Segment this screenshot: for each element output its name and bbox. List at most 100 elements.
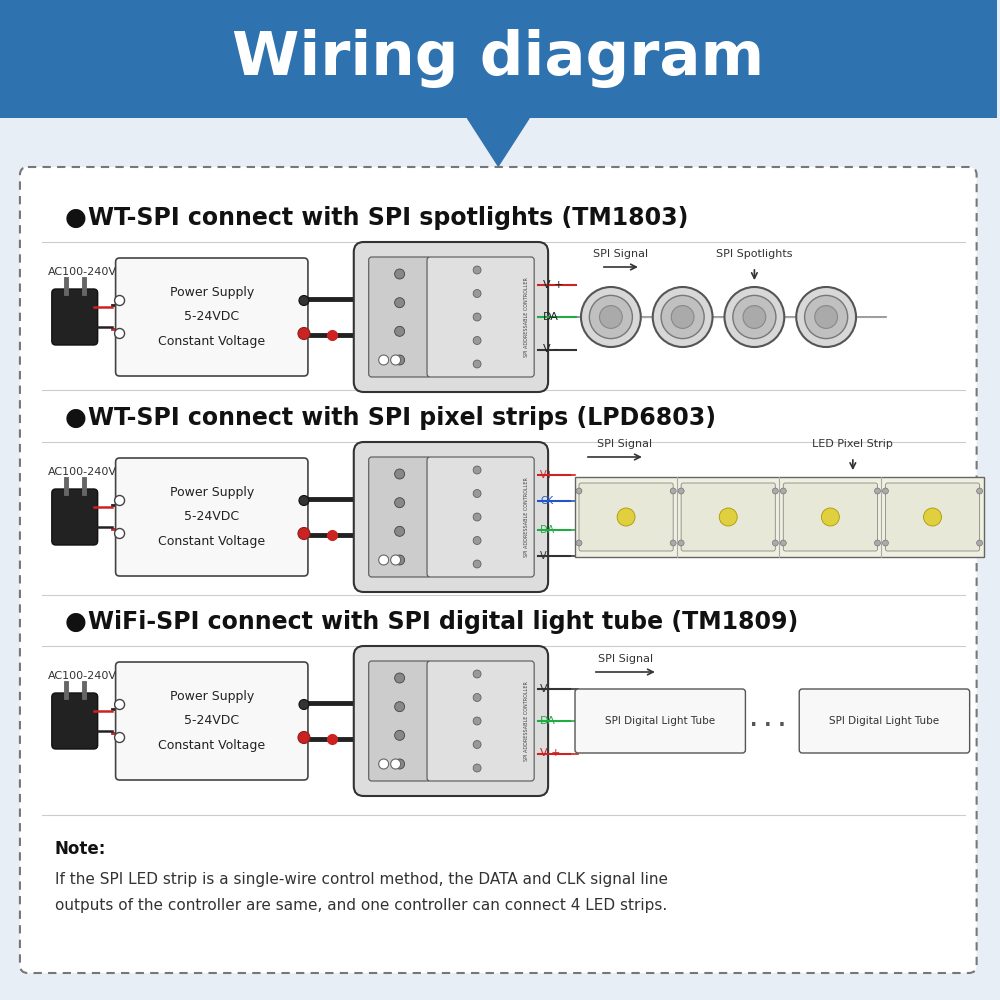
Circle shape xyxy=(780,488,786,494)
Circle shape xyxy=(473,336,481,344)
Text: DA: DA xyxy=(540,716,556,726)
Circle shape xyxy=(600,306,622,328)
Text: Wiring diagram: Wiring diagram xyxy=(232,29,764,89)
Circle shape xyxy=(724,287,784,347)
Circle shape xyxy=(395,673,405,683)
Circle shape xyxy=(298,528,310,540)
Text: If the SPI LED strip is a single-wire control method, the DATA and CLK signal li: If the SPI LED strip is a single-wire co… xyxy=(55,872,668,887)
FancyBboxPatch shape xyxy=(575,689,745,753)
Circle shape xyxy=(473,466,481,474)
FancyBboxPatch shape xyxy=(369,661,431,781)
Circle shape xyxy=(115,328,125,338)
Circle shape xyxy=(473,290,481,298)
Circle shape xyxy=(473,360,481,368)
Circle shape xyxy=(395,298,405,308)
Circle shape xyxy=(772,488,778,494)
Circle shape xyxy=(115,495,125,506)
Circle shape xyxy=(882,488,888,494)
FancyBboxPatch shape xyxy=(354,646,548,796)
Circle shape xyxy=(391,355,401,365)
Circle shape xyxy=(395,730,405,740)
Circle shape xyxy=(379,759,389,769)
FancyBboxPatch shape xyxy=(52,693,98,749)
Circle shape xyxy=(395,555,405,565)
Bar xyxy=(575,477,984,557)
Text: SPI ADDRESSABLE CONTROLLER: SPI ADDRESSABLE CONTROLLER xyxy=(524,477,529,557)
Text: SPI Signal: SPI Signal xyxy=(593,249,648,259)
Text: 5-24VDC: 5-24VDC xyxy=(184,714,239,728)
Circle shape xyxy=(678,540,684,546)
Text: V-: V- xyxy=(540,551,550,561)
Text: AC100-240V: AC100-240V xyxy=(48,467,117,477)
FancyBboxPatch shape xyxy=(885,483,980,551)
FancyBboxPatch shape xyxy=(116,458,308,576)
Circle shape xyxy=(805,295,848,339)
Circle shape xyxy=(473,740,481,748)
Text: ●: ● xyxy=(65,610,87,634)
Text: ●: ● xyxy=(65,206,87,230)
Circle shape xyxy=(391,555,401,565)
Circle shape xyxy=(473,513,481,521)
Circle shape xyxy=(743,306,766,328)
Circle shape xyxy=(299,495,309,506)
Circle shape xyxy=(678,488,684,494)
Circle shape xyxy=(780,540,786,546)
Text: AC100-240V: AC100-240V xyxy=(48,671,117,681)
FancyBboxPatch shape xyxy=(116,258,308,376)
Circle shape xyxy=(719,508,737,526)
Text: 5-24VDC: 5-24VDC xyxy=(184,310,239,324)
Text: SPI Signal: SPI Signal xyxy=(597,439,652,449)
Circle shape xyxy=(473,560,481,568)
Circle shape xyxy=(733,295,776,339)
Text: SPI ADDRESSABLE CONTROLLER: SPI ADDRESSABLE CONTROLLER xyxy=(524,681,529,761)
Polygon shape xyxy=(467,118,529,166)
FancyBboxPatch shape xyxy=(799,689,970,753)
Circle shape xyxy=(379,555,389,565)
Circle shape xyxy=(298,328,310,340)
Text: Power Supply: Power Supply xyxy=(170,286,254,299)
Circle shape xyxy=(115,528,125,538)
Circle shape xyxy=(670,540,676,546)
Text: SPI Digital Light Tube: SPI Digital Light Tube xyxy=(829,716,940,726)
Circle shape xyxy=(670,488,676,494)
FancyBboxPatch shape xyxy=(427,661,534,781)
FancyBboxPatch shape xyxy=(681,483,775,551)
Text: SPI ADDRESSABLE CONTROLLER: SPI ADDRESSABLE CONTROLLER xyxy=(524,277,529,357)
Circle shape xyxy=(589,295,632,339)
Circle shape xyxy=(395,469,405,479)
Circle shape xyxy=(617,508,635,526)
FancyBboxPatch shape xyxy=(116,662,308,780)
Text: WT-SPI connect with SPI pixel strips (LPD6803): WT-SPI connect with SPI pixel strips (LP… xyxy=(88,406,716,430)
Circle shape xyxy=(473,764,481,772)
Circle shape xyxy=(473,694,481,702)
FancyBboxPatch shape xyxy=(354,242,548,392)
FancyBboxPatch shape xyxy=(354,442,548,592)
Circle shape xyxy=(874,488,880,494)
FancyBboxPatch shape xyxy=(369,257,431,377)
FancyBboxPatch shape xyxy=(427,257,534,377)
Text: V +: V + xyxy=(540,748,561,758)
Circle shape xyxy=(653,287,713,347)
Circle shape xyxy=(581,287,641,347)
Circle shape xyxy=(395,498,405,508)
Circle shape xyxy=(671,306,694,328)
Text: V -: V - xyxy=(543,344,558,355)
Circle shape xyxy=(924,508,941,526)
Circle shape xyxy=(115,700,125,710)
Text: SPI Digital Light Tube: SPI Digital Light Tube xyxy=(605,716,715,726)
Text: WiFi-SPI connect with SPI digital light tube (TM1809): WiFi-SPI connect with SPI digital light … xyxy=(88,610,798,634)
Text: outputs of the controller are same, and one controller can connect 4 LED strips.: outputs of the controller are same, and … xyxy=(55,898,667,913)
Text: LED Pixel Strip: LED Pixel Strip xyxy=(812,439,893,449)
FancyBboxPatch shape xyxy=(369,457,431,577)
Text: Power Supply: Power Supply xyxy=(170,486,254,499)
Circle shape xyxy=(796,287,856,347)
FancyBboxPatch shape xyxy=(427,457,534,577)
Text: V +: V + xyxy=(543,279,564,290)
Text: . . .: . . . xyxy=(750,712,786,730)
Text: DA: DA xyxy=(543,312,559,322)
Text: Constant Voltage: Constant Voltage xyxy=(158,535,265,548)
Circle shape xyxy=(977,540,983,546)
Text: 5-24VDC: 5-24VDC xyxy=(184,510,239,524)
Circle shape xyxy=(395,702,405,712)
Circle shape xyxy=(395,269,405,279)
